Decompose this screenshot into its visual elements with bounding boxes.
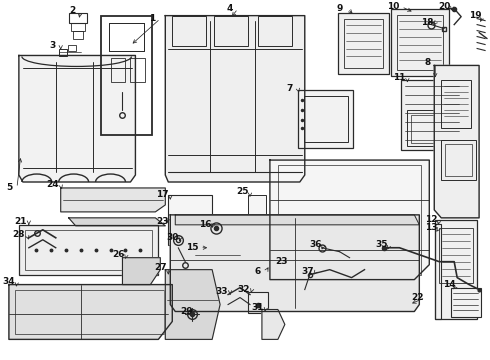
Polygon shape (165, 270, 220, 339)
Text: 15: 15 (186, 243, 198, 252)
Bar (258, 15, 292, 45)
Text: 5: 5 (6, 184, 12, 193)
Bar (445, 144, 472, 176)
Bar (25, 230, 152, 270)
Text: 27: 27 (154, 263, 167, 272)
Bar (412, 115, 443, 143)
Text: 20: 20 (438, 2, 450, 11)
Bar (441, 80, 471, 128)
Bar (401, 80, 463, 150)
Text: 11: 11 (393, 73, 406, 82)
Bar (100, 15, 152, 135)
Bar (172, 15, 206, 45)
Bar (130, 58, 146, 82)
Bar (441, 140, 476, 180)
Text: 21: 21 (15, 217, 27, 226)
Bar (69, 13, 87, 23)
Text: 18: 18 (421, 18, 434, 27)
Polygon shape (122, 258, 160, 285)
Text: 10: 10 (387, 2, 400, 11)
Polygon shape (69, 218, 165, 226)
Text: 14: 14 (443, 280, 456, 289)
Polygon shape (19, 55, 135, 182)
Text: 26: 26 (112, 250, 125, 259)
Bar (392, 9, 449, 76)
Polygon shape (270, 160, 429, 280)
Text: 30: 30 (166, 233, 178, 242)
Bar (407, 110, 447, 146)
Text: 32: 32 (238, 285, 250, 294)
Text: 34: 34 (2, 277, 15, 286)
Bar (278, 165, 421, 275)
Polygon shape (434, 66, 479, 218)
Text: 36: 36 (310, 240, 322, 249)
Bar (59, 49, 67, 57)
Bar (298, 90, 353, 148)
Bar (15, 289, 164, 334)
Bar (68, 45, 75, 51)
Text: 17: 17 (156, 190, 169, 199)
Text: 16: 16 (199, 220, 211, 229)
Text: 25: 25 (236, 188, 248, 197)
Bar (248, 292, 268, 314)
Text: 23: 23 (275, 257, 288, 266)
Polygon shape (9, 285, 172, 339)
Text: 33: 33 (216, 287, 228, 296)
Bar (111, 58, 125, 82)
Bar (168, 195, 212, 245)
Bar (214, 15, 248, 45)
Bar (304, 96, 347, 142)
Text: 9: 9 (337, 4, 343, 13)
Text: 7: 7 (287, 84, 293, 93)
Text: 6: 6 (255, 267, 261, 276)
Text: 4: 4 (227, 4, 233, 13)
Text: 29: 29 (180, 307, 193, 316)
Text: 22: 22 (411, 293, 423, 302)
Text: 8: 8 (424, 58, 430, 67)
Bar (71, 23, 85, 31)
Bar (439, 228, 473, 283)
Bar (343, 19, 384, 68)
Polygon shape (175, 215, 419, 225)
Bar (195, 242, 240, 272)
Text: 19: 19 (469, 11, 481, 20)
Text: 3: 3 (49, 41, 56, 50)
Text: 12: 12 (425, 215, 438, 224)
Bar (248, 195, 266, 275)
Bar (338, 13, 390, 75)
Polygon shape (262, 310, 285, 339)
Bar (435, 224, 441, 319)
Text: 24: 24 (47, 180, 59, 189)
Bar (397, 15, 443, 71)
Text: 37: 37 (301, 267, 314, 276)
Bar (451, 288, 481, 318)
Text: 31: 31 (252, 303, 264, 312)
Bar (108, 23, 145, 50)
Bar (435, 220, 477, 319)
Text: 2: 2 (70, 6, 76, 15)
Bar (19, 225, 158, 275)
Bar (73, 31, 83, 39)
Text: 13: 13 (425, 223, 438, 232)
Text: 1: 1 (149, 14, 155, 23)
Polygon shape (165, 15, 305, 182)
Text: 23: 23 (156, 217, 169, 226)
Text: 35: 35 (375, 240, 388, 249)
Text: 28: 28 (13, 230, 25, 239)
Bar (108, 23, 145, 50)
Polygon shape (61, 188, 165, 212)
Polygon shape (171, 215, 419, 311)
